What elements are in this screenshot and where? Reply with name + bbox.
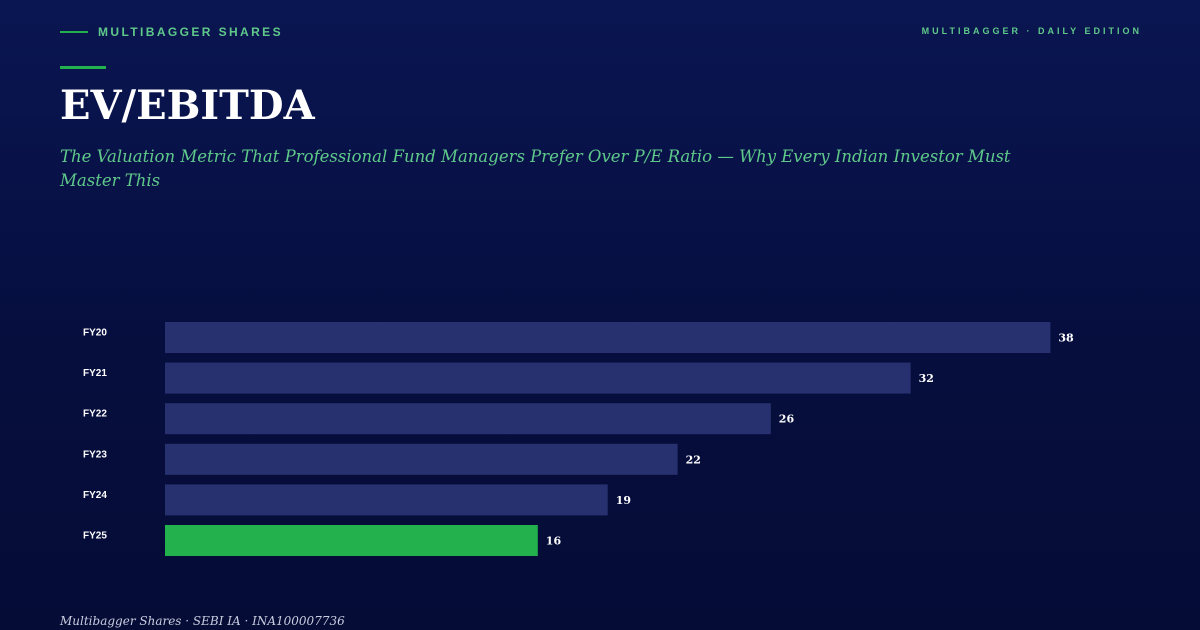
value-label-fy20: 38 bbox=[1058, 332, 1074, 345]
edition-label: MULTIBAGGER · DAILY EDITION bbox=[921, 26, 1142, 36]
category-label-fy21: FY21 bbox=[83, 368, 107, 379]
bar-fy24 bbox=[165, 484, 608, 516]
category-label-fy20: FY20 bbox=[83, 328, 107, 339]
category-label-fy24: FY24 bbox=[83, 490, 107, 501]
footer-credit: Multibagger Shares · SEBI IA · INA100007… bbox=[60, 614, 345, 628]
category-label-fy23: FY23 bbox=[83, 449, 107, 460]
bar-fy21 bbox=[165, 362, 911, 394]
bar-fy20 bbox=[165, 322, 1051, 353]
bar-fy22 bbox=[165, 403, 771, 435]
value-label-fy25: 16 bbox=[546, 535, 562, 548]
value-label-fy21: 32 bbox=[919, 372, 934, 385]
category-label-fy22: FY22 bbox=[83, 409, 107, 420]
brand-rule bbox=[60, 31, 88, 33]
page-title: EV/EBITDA bbox=[60, 82, 315, 129]
page-subtitle: The Valuation Metric That Professional F… bbox=[60, 147, 1011, 190]
bar-fy23 bbox=[165, 443, 678, 475]
title-rule bbox=[60, 66, 106, 69]
bar-fy25 bbox=[165, 525, 538, 556]
brand-name: MULTIBAGGER SHARES bbox=[98, 25, 283, 39]
value-label-fy23: 22 bbox=[686, 453, 701, 466]
value-label-fy22: 26 bbox=[779, 413, 795, 426]
brand: MULTIBAGGER SHARES bbox=[60, 25, 283, 39]
value-label-fy24: 19 bbox=[616, 494, 631, 507]
category-label-fy25: FY25 bbox=[83, 531, 107, 542]
